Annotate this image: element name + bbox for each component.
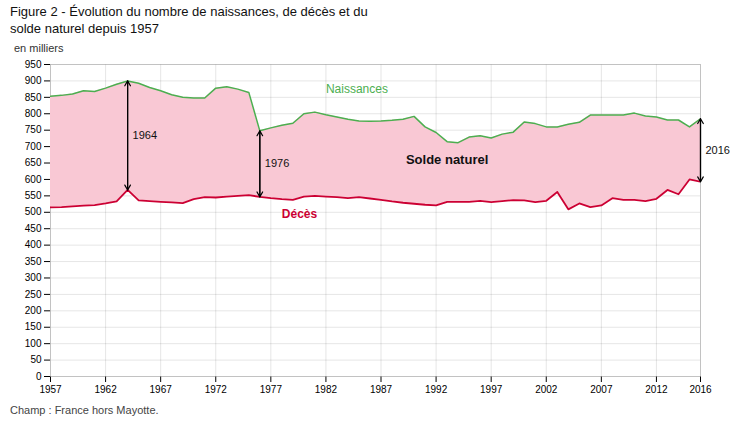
svg-text:950: 950 xyxy=(25,58,42,69)
svg-text:200: 200 xyxy=(25,305,42,316)
svg-text:850: 850 xyxy=(25,91,42,102)
svg-text:2016: 2016 xyxy=(689,383,712,394)
svg-text:1967: 1967 xyxy=(150,383,173,394)
svg-text:Solde naturel: Solde naturel xyxy=(406,152,488,167)
html-text:en milliers: en milliers xyxy=(14,41,64,54)
svg-text:50: 50 xyxy=(30,354,42,365)
svg-text:1987: 1987 xyxy=(370,383,393,394)
svg-text:450: 450 xyxy=(25,223,42,234)
svg-text:1992: 1992 xyxy=(425,383,448,394)
svg-text:250: 250 xyxy=(25,288,42,299)
svg-text:1962: 1962 xyxy=(94,383,117,394)
html-text:Figure 2 - Évolution du nombre: Figure 2 - Évolution du nombre de naissa… xyxy=(10,4,368,36)
svg-text:600: 600 xyxy=(25,173,42,184)
svg-text:2002: 2002 xyxy=(535,383,558,394)
svg-text:Décès: Décès xyxy=(282,206,318,220)
svg-text:150: 150 xyxy=(25,321,42,332)
svg-text:800: 800 xyxy=(25,108,42,119)
svg-text:400: 400 xyxy=(25,239,42,250)
svg-text:2007: 2007 xyxy=(590,383,613,394)
svg-text:700: 700 xyxy=(25,141,42,152)
svg-text:2012: 2012 xyxy=(645,383,668,394)
html-text:Champ : France hors Mayotte.: Champ : France hors Mayotte. xyxy=(10,403,159,416)
svg-text:1997: 1997 xyxy=(480,383,503,394)
svg-text:300: 300 xyxy=(25,272,42,283)
svg-text:500: 500 xyxy=(25,206,42,217)
svg-text:900: 900 xyxy=(25,75,42,86)
svg-text:Naissances: Naissances xyxy=(326,82,388,96)
svg-text:1977: 1977 xyxy=(260,383,283,394)
svg-text:1964: 1964 xyxy=(133,129,157,141)
svg-text:0: 0 xyxy=(36,370,42,381)
svg-text:750: 750 xyxy=(25,124,42,135)
svg-text:1957: 1957 xyxy=(39,383,62,394)
svg-text:350: 350 xyxy=(25,256,42,267)
svg-text:100: 100 xyxy=(25,338,42,349)
svg-text:2016: 2016 xyxy=(706,144,730,156)
svg-text:1976: 1976 xyxy=(265,157,289,169)
svg-text:650: 650 xyxy=(25,157,42,168)
svg-text:1972: 1972 xyxy=(205,383,228,394)
svg-text:1982: 1982 xyxy=(315,383,338,394)
svg-text:550: 550 xyxy=(25,190,42,201)
